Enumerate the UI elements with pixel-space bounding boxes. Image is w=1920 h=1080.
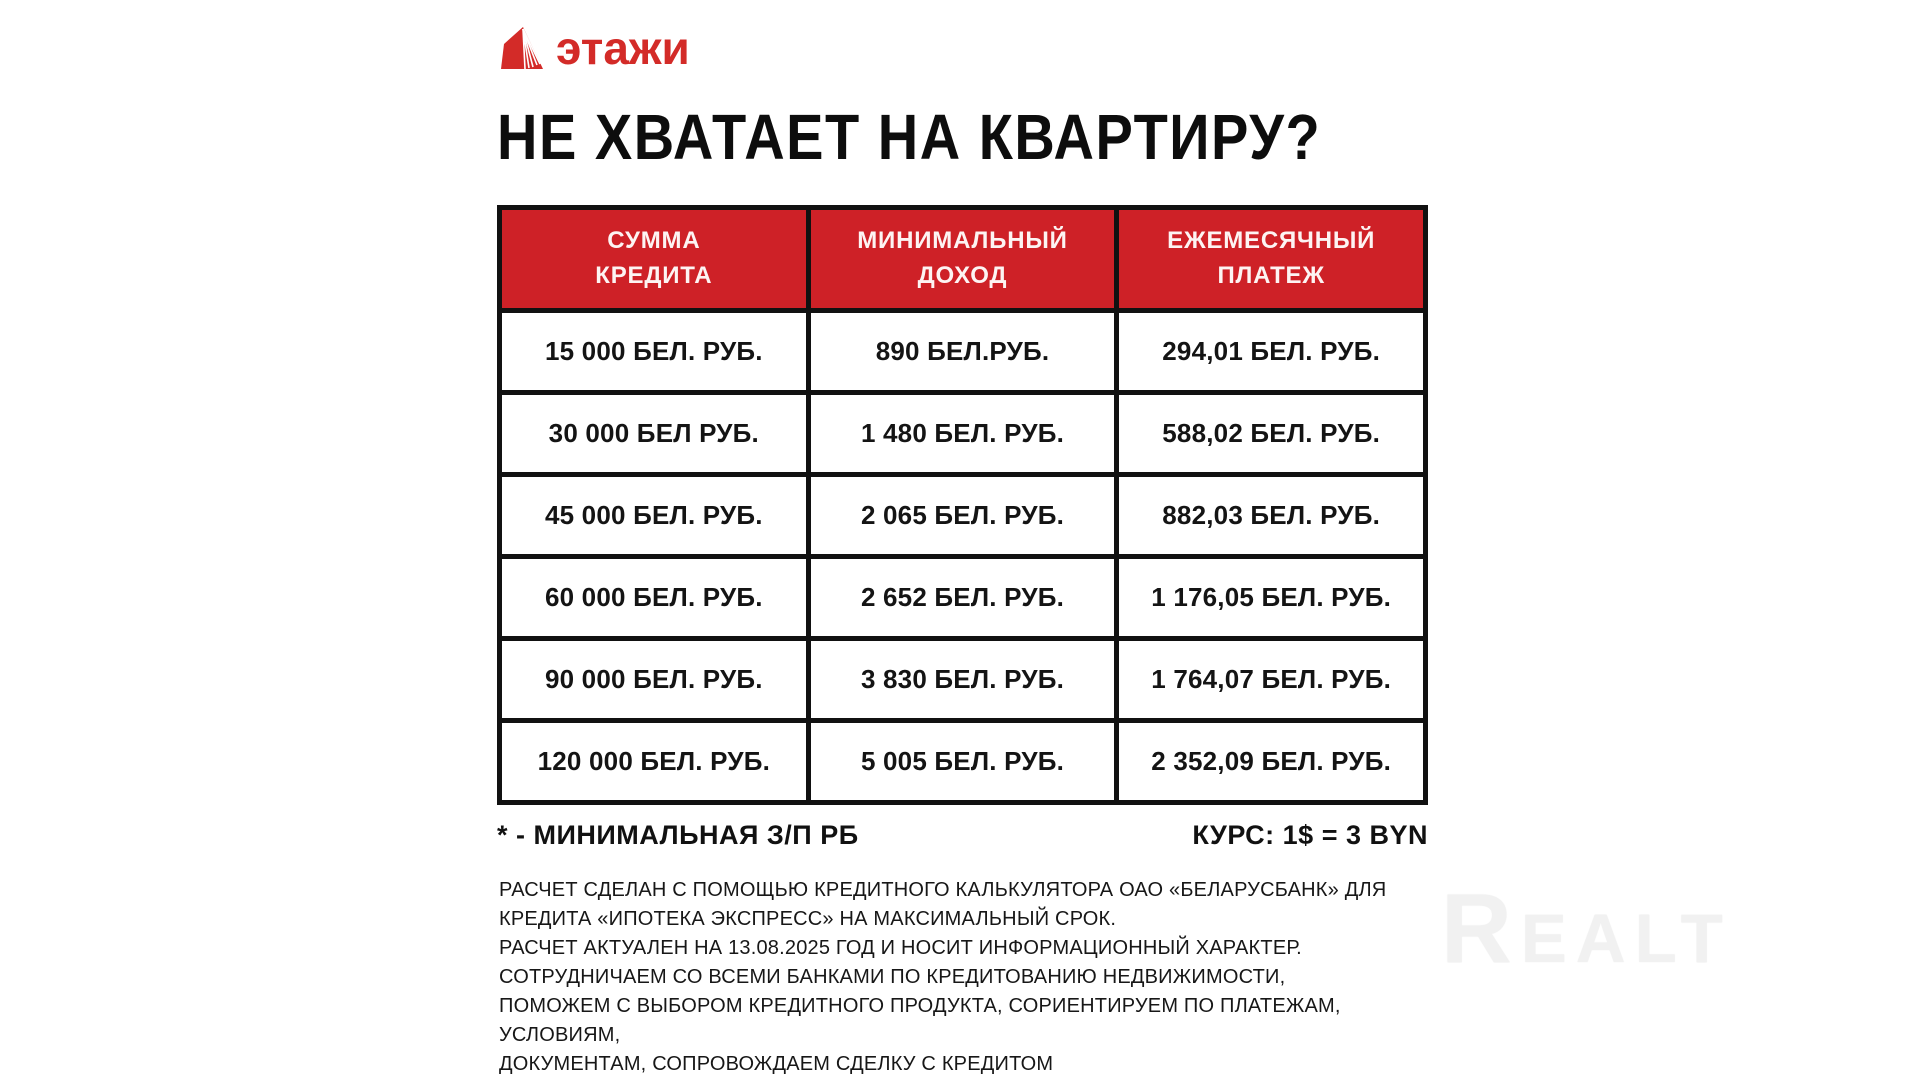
cell-min-income: 1 480 БЕЛ. РУБ. — [805, 390, 1120, 477]
cell-credit-sum: 15 000 БЕЛ. РУБ. — [497, 308, 811, 395]
cell-monthly-payment: 882,03 БЕЛ. РУБ. — [1114, 472, 1428, 559]
cell-credit-sum: 60 000 БЕЛ. РУБ. — [497, 554, 811, 641]
disclaimer-line: РАСЧЕТ АКТУАЛЕН НА 13.08.2025 ГОД И НОСИ… — [499, 937, 1302, 959]
page-title: НЕ ХВАТАЕТ НА КВАРТИРУ? — [497, 100, 1322, 173]
table-header-row: СУММА КРЕДИТА МИНИМАЛЬНЫЙ ДОХОД ЕЖЕМЕСЯЧ… — [497, 205, 1428, 313]
disclaimer-text: РАСЧЕТ СДЕЛАН С ПОМОЩЬЮ КРЕДИТНОГО КАЛЬК… — [499, 876, 1386, 1079]
cell-monthly-payment: 2 352,09 БЕЛ. РУБ. — [1114, 718, 1428, 805]
disclaimer-line: УСЛОВИЯМ, — [499, 1024, 621, 1046]
footnotes-row: * - МИНИМАЛЬНАЯ З/П РБ КУРС: 1$ = 3 BYN — [497, 820, 1428, 851]
cell-credit-sum: 90 000 БЕЛ. РУБ. — [497, 636, 811, 723]
cell-min-income: 890 БЕЛ.РУБ. — [805, 308, 1120, 395]
cell-min-income: 3 830 БЕЛ. РУБ. — [805, 636, 1120, 723]
disclaimer-line: КРЕДИТА «ИПОТЕКА ЭКСПРЕСС» НА МАКСИМАЛЬН… — [499, 908, 1117, 930]
column-header-credit-sum: СУММА КРЕДИТА — [497, 205, 811, 313]
footnote-min-salary: * - МИНИМАЛЬНАЯ З/П РБ — [497, 820, 859, 850]
column-header-min-income: МИНИМАЛЬНЫЙ ДОХОД — [805, 205, 1120, 313]
cell-min-income: 5 005 БЕЛ. РУБ. — [805, 718, 1120, 805]
cell-credit-sum: 45 000 БЕЛ. РУБ. — [497, 472, 811, 559]
credit-table: СУММА КРЕДИТА МИНИМАЛЬНЫЙ ДОХОД ЕЖЕМЕСЯЧ… — [497, 205, 1428, 805]
building-icon — [501, 27, 543, 70]
footnote-exchange-rate: КУРС: 1$ = 3 BYN — [1192, 820, 1428, 850]
brand-logo: этажи — [498, 24, 690, 72]
table-row: 120 000 БЕЛ. РУБ. 5 005 БЕЛ. РУБ. 2 352,… — [497, 718, 1428, 805]
cell-monthly-payment: 1 764,07 БЕЛ. РУБ. — [1114, 636, 1428, 723]
cell-min-income: 2 065 БЕЛ. РУБ. — [805, 472, 1120, 559]
disclaimer-line: ПОМОЖЕМ С ВЫБОРОМ КРЕДИТНОГО ПРОДУКТА, С… — [499, 995, 1341, 1017]
cell-credit-sum: 30 000 БЕЛ РУБ. — [497, 390, 811, 477]
brand-logo-text: этажи — [556, 22, 690, 74]
disclaimer-line: СОТРУДНИЧАЕМ СО ВСЕМИ БАНКАМИ ПО КРЕДИТО… — [499, 966, 1286, 988]
cell-min-income: 2 652 БЕЛ. РУБ. — [805, 554, 1120, 641]
table-row: 60 000 БЕЛ. РУБ. 2 652 БЕЛ. РУБ. 1 176,0… — [497, 554, 1428, 641]
table-row: 15 000 БЕЛ. РУБ. 890 БЕЛ.РУБ. 294,01 БЕЛ… — [497, 308, 1428, 395]
table-row: 90 000 БЕЛ. РУБ. 3 830 БЕЛ. РУБ. 1 764,0… — [497, 636, 1428, 723]
cell-monthly-payment: 294,01 БЕЛ. РУБ. — [1114, 308, 1428, 395]
table-row: 30 000 БЕЛ РУБ. 1 480 БЕЛ. РУБ. 588,02 Б… — [497, 390, 1428, 477]
cell-monthly-payment: 588,02 БЕЛ. РУБ. — [1114, 390, 1428, 477]
disclaimer-line: ДОКУМЕНТАМ, СОПРОВОЖДАЕМ СДЕЛКУ С КРЕДИТ… — [499, 1053, 1054, 1075]
cell-credit-sum: 120 000 БЕЛ. РУБ. — [497, 718, 811, 805]
cell-monthly-payment: 1 176,05 БЕЛ. РУБ. — [1114, 554, 1428, 641]
column-header-monthly-payment: ЕЖЕМЕСЯЧНЫЙ ПЛАТЕЖ — [1114, 205, 1428, 313]
disclaimer-line: РАСЧЕТ СДЕЛАН С ПОМОЩЬЮ КРЕДИТНОГО КАЛЬК… — [499, 879, 1387, 901]
realt-watermark: Realt — [1441, 873, 1732, 983]
table-row: 45 000 БЕЛ. РУБ. 2 065 БЕЛ. РУБ. 882,03 … — [497, 472, 1428, 559]
